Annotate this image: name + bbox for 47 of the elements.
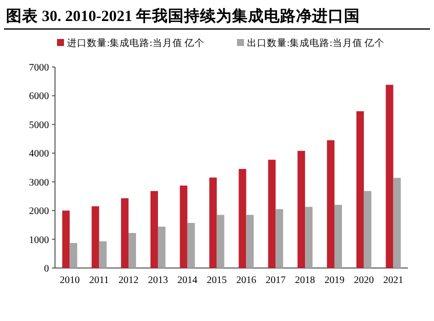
- y-tick-label: 4000: [29, 148, 49, 160]
- x-tick-label: 2019: [324, 275, 344, 286]
- x-tick-label: 2012: [118, 275, 139, 286]
- legend-label: 进口数量:集成电路:当月值 亿个: [67, 37, 205, 49]
- bar: [92, 206, 100, 268]
- y-tick-label: 0: [44, 264, 49, 274]
- bar: [268, 160, 276, 268]
- y-tick-label: 2000: [29, 206, 49, 218]
- x-tick-label: 2013: [148, 275, 168, 286]
- y-tick-label: 6000: [29, 91, 49, 102]
- bar: [246, 214, 254, 268]
- y-tick-label: 1000: [29, 234, 49, 246]
- x-tick-label: 2020: [354, 275, 374, 286]
- x-tick-label: 2016: [236, 275, 256, 286]
- bar: [276, 209, 284, 268]
- bar: [386, 84, 394, 268]
- chart-title: 图表 30. 2010-2021 年我国持续为集成电路净进口国: [6, 7, 360, 25]
- bar: [393, 178, 401, 268]
- bar: [298, 150, 306, 268]
- bar: [356, 111, 364, 268]
- x-tick-label: 2014: [177, 275, 198, 286]
- bar: [187, 222, 195, 268]
- bar: [209, 178, 217, 268]
- y-tick-label: 3000: [29, 177, 49, 188]
- x-tick-label: 2011: [89, 275, 109, 286]
- bar: [121, 198, 129, 268]
- bar: [99, 241, 107, 268]
- y-tick-label: 7000: [29, 62, 49, 74]
- bar: [334, 204, 342, 268]
- bar: [150, 191, 158, 268]
- bar: [216, 214, 224, 268]
- bar: [128, 232, 136, 268]
- bar: [326, 140, 334, 268]
- x-tick-label: 2021: [383, 275, 404, 286]
- bar: [180, 186, 188, 268]
- bar: [158, 226, 166, 268]
- bar: [238, 168, 246, 268]
- x-tick-label: 2018: [295, 275, 316, 286]
- x-tick-label: 2017: [266, 275, 286, 286]
- x-tick-label: 2010: [60, 275, 80, 286]
- y-tick-label: 5000: [29, 120, 49, 131]
- bar: [364, 191, 372, 268]
- legend-label: 出口数量:集成电路:当月值 亿个: [247, 37, 385, 49]
- bar: [62, 210, 70, 268]
- bar: [70, 243, 78, 268]
- x-tick-label: 2015: [206, 275, 227, 286]
- bar: [305, 206, 313, 268]
